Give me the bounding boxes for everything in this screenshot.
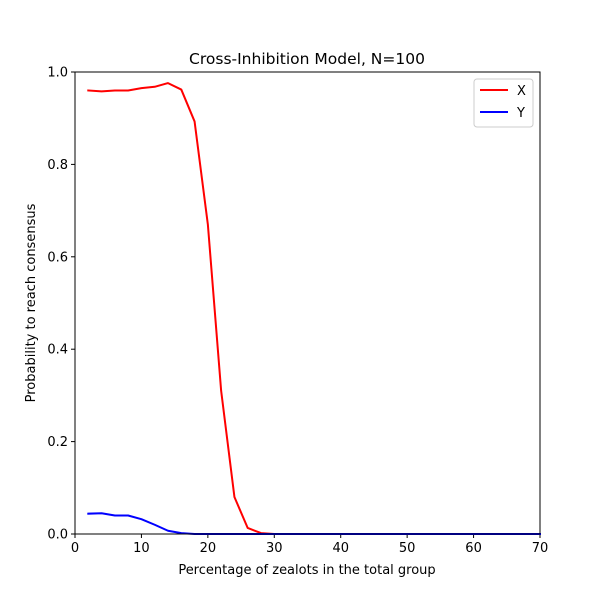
plot-area	[75, 72, 540, 534]
x-axis-label: Percentage of zealots in the total group	[178, 563, 435, 578]
x-tick-label: 60	[465, 541, 482, 556]
axes-frame	[74, 71, 541, 535]
x-tick-label: 30	[266, 541, 283, 556]
y-tick-label: 0.8	[47, 158, 68, 173]
x-tick-label: 40	[332, 541, 349, 556]
y-tick-label: 0.6	[47, 250, 68, 265]
x-tick-label: 10	[133, 541, 150, 556]
x-tick-label: 50	[399, 541, 416, 556]
y-tick-label: 0.4	[47, 343, 68, 358]
legend: XY	[473, 78, 534, 128]
legend-label-x: X	[517, 84, 526, 99]
legend-label-y: Y	[516, 106, 525, 121]
y-tick-label: 0.0	[47, 528, 68, 543]
y-tick-label: 0.2	[47, 435, 68, 450]
axis-ticks: 0 10 20 30 40 50 60 70 0.0 0.2 0.4 0.6 0.8 1.0	[47, 66, 548, 557]
chart-title: Cross-Inhibition Model, N=100	[189, 50, 425, 68]
x-tick-label: 0	[71, 541, 79, 556]
y-tick-label: 1.0	[47, 66, 68, 81]
y-axis-label: Probability to reach consensus	[24, 203, 39, 402]
x-tick-label: 20	[200, 541, 217, 556]
x-tick-label: 70	[532, 541, 549, 556]
